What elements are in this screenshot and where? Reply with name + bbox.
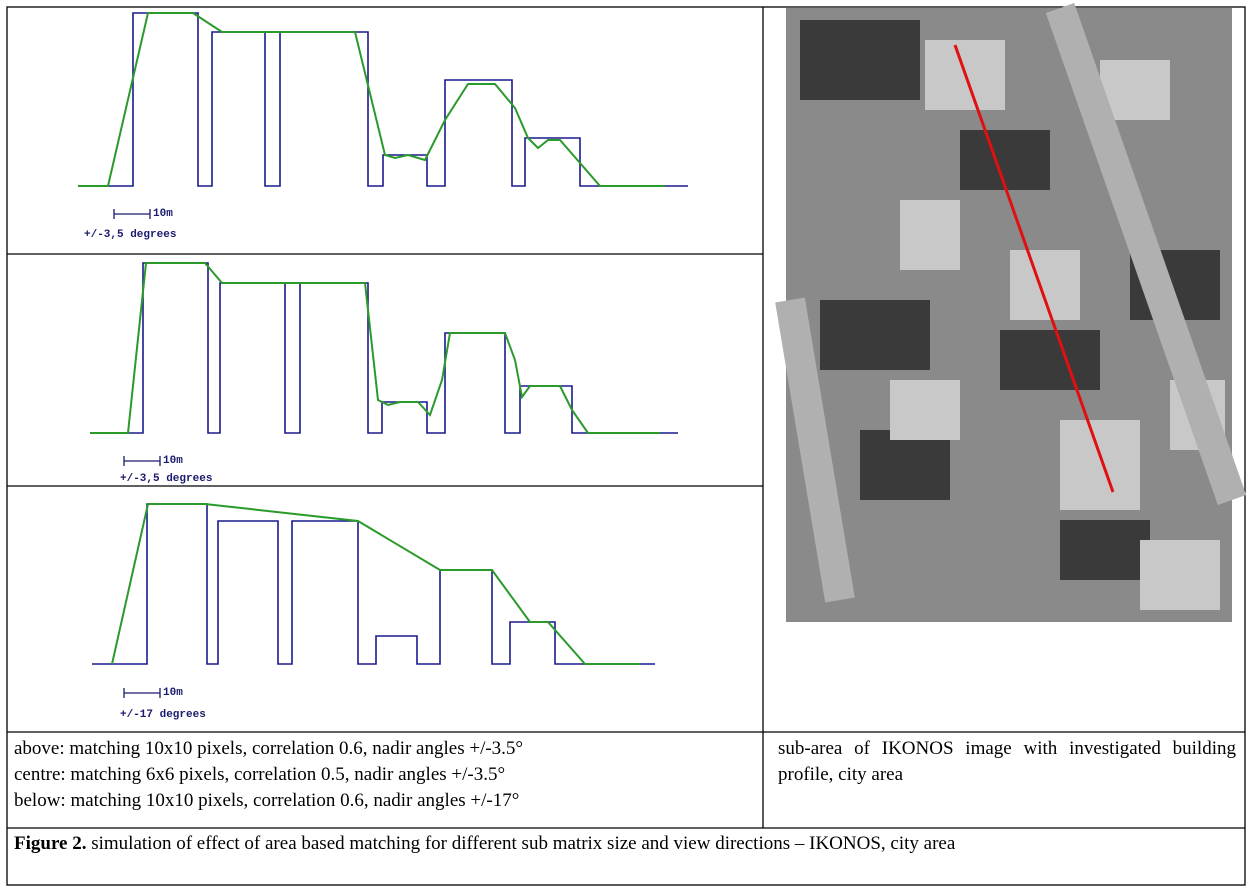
shadow bbox=[860, 430, 950, 500]
caption-line: below: matching 10x10 pixels, correlatio… bbox=[14, 790, 520, 811]
roof bbox=[1060, 420, 1140, 510]
image-caption: sub-area of IKONOS image with investigat… bbox=[778, 738, 1236, 785]
scale-bar bbox=[123, 456, 161, 466]
true-profile bbox=[78, 12, 688, 187]
shadows bbox=[800, 20, 1220, 580]
figure-text: simulation of effect of area based match… bbox=[91, 833, 956, 854]
true-profile bbox=[90, 262, 678, 434]
shadow bbox=[820, 300, 930, 370]
scale-label: 10m bbox=[163, 455, 183, 467]
scale-bar bbox=[113, 209, 151, 219]
scale-bar bbox=[123, 688, 161, 698]
roof bbox=[1140, 540, 1220, 610]
roof bbox=[1010, 250, 1080, 320]
matched-profile bbox=[111, 503, 640, 665]
matched-profile bbox=[78, 12, 665, 187]
angle-label: +/-17 degrees bbox=[120, 709, 206, 721]
caption-line: above: matching 10x10 pixels, correlatio… bbox=[14, 738, 524, 759]
street bbox=[775, 3, 1247, 603]
table-borders bbox=[6, 6, 1246, 886]
satellite-image bbox=[775, 3, 1247, 622]
figure-label: Figure 2. bbox=[14, 833, 87, 854]
scale-label: 10m bbox=[163, 687, 183, 699]
shadow bbox=[1060, 520, 1150, 580]
caption-line: centre: matching 6x6 pixels, correlation… bbox=[14, 764, 506, 785]
angle-label: +/-3,5 degrees bbox=[120, 473, 213, 485]
shadow bbox=[800, 20, 920, 100]
profile-line bbox=[953, 44, 1115, 493]
true-profile bbox=[92, 503, 655, 665]
figure-caption: Figure 2. simulation of effect of area b… bbox=[14, 831, 1236, 857]
shadow bbox=[1000, 330, 1100, 390]
scale-label: 10m bbox=[153, 208, 173, 220]
roof bbox=[1100, 60, 1170, 120]
roof bbox=[900, 200, 960, 270]
shadow bbox=[960, 130, 1050, 190]
matched-profile bbox=[90, 262, 660, 434]
angle-label: +/-3,5 degrees bbox=[84, 229, 177, 241]
outer-border bbox=[6, 6, 1246, 886]
roof bbox=[890, 380, 960, 440]
